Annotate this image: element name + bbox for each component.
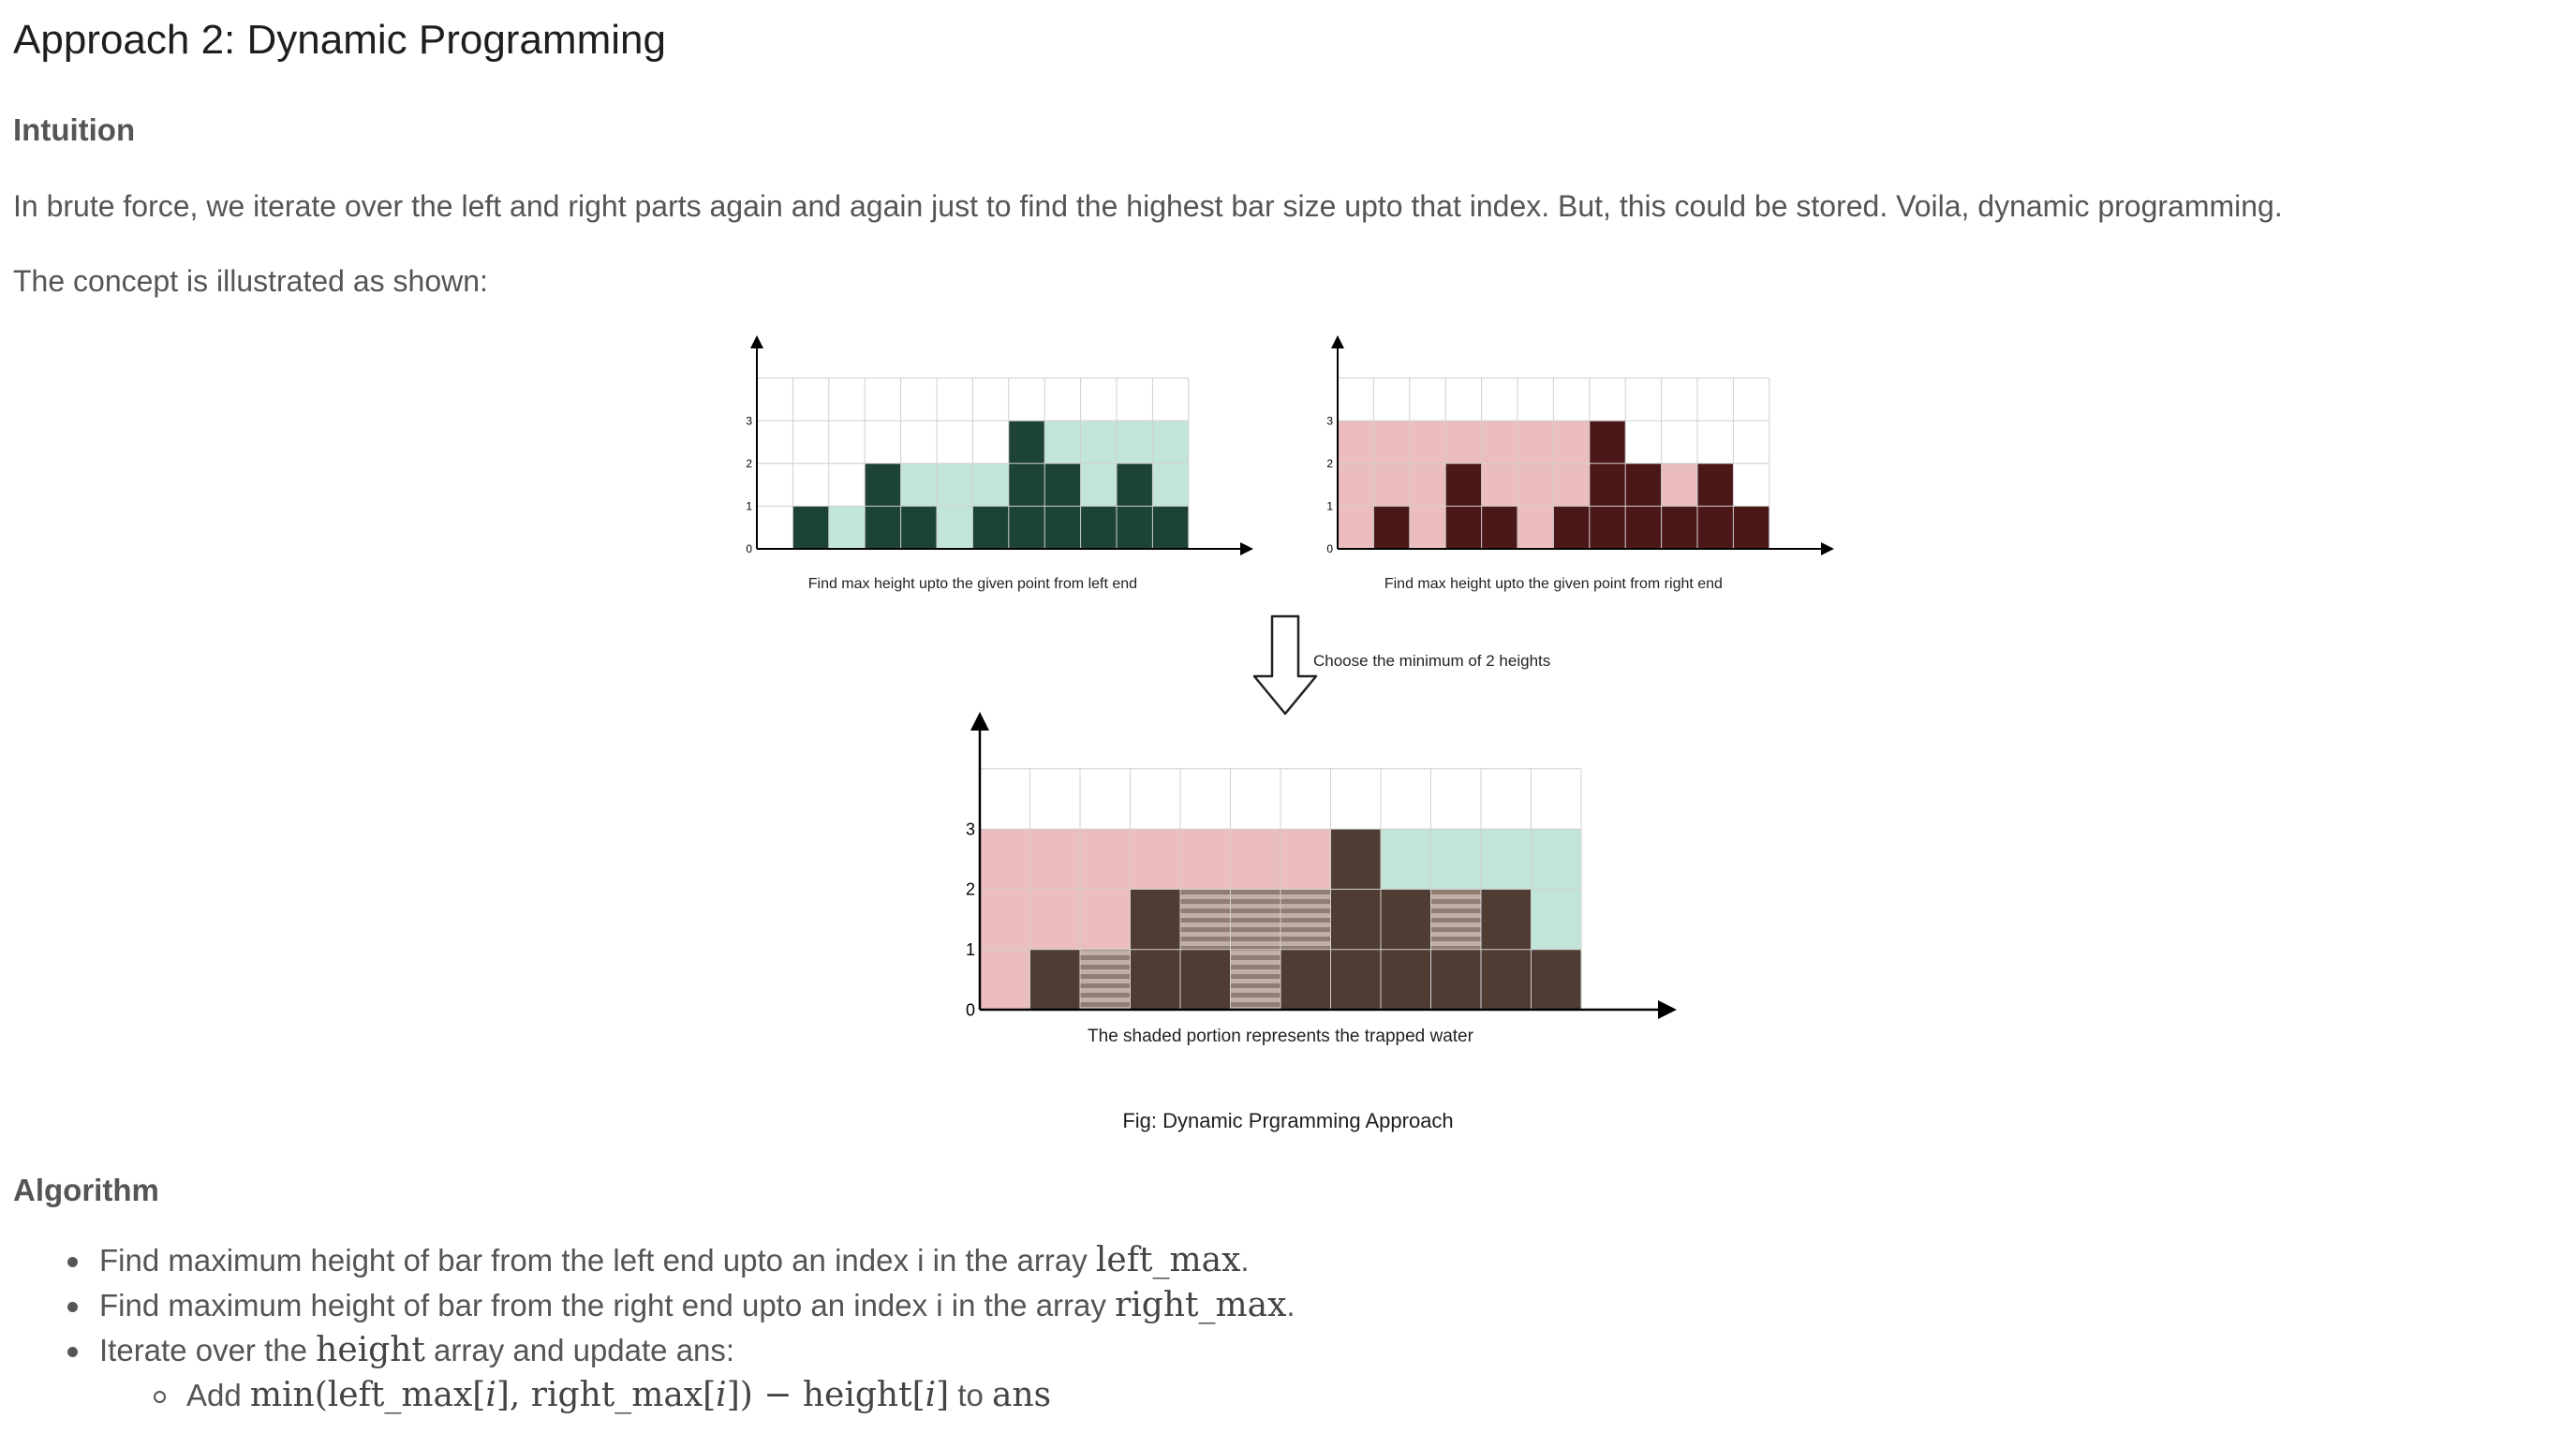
right-max-bar <box>1338 421 1374 549</box>
height-bar <box>900 506 937 549</box>
height-bar <box>972 506 1009 549</box>
height-bar <box>1080 506 1117 549</box>
chart-caption: Find max height upto the given point fro… <box>808 576 1137 592</box>
down-arrow-icon <box>1252 614 1318 716</box>
height-bar <box>1330 829 1381 1010</box>
height-bar <box>1553 506 1590 549</box>
height-bar <box>1008 421 1045 549</box>
left-max-bar <box>1381 829 1431 890</box>
x-axis-arrow-icon <box>1821 542 1834 555</box>
height-bar <box>1029 949 1080 1010</box>
x-axis-arrow-icon <box>1240 542 1253 555</box>
right-max-chart: 0 1 2 3 Find max height upto the given point… <box>1326 335 1834 592</box>
left-max-bar <box>828 506 866 549</box>
right-max-bar <box>1409 421 1446 549</box>
water-bar <box>1281 889 1331 950</box>
left-max-bar <box>972 463 1009 507</box>
y-tick-label: 2 <box>746 457 752 470</box>
left-max-chart: 0 1 2 3 Find max height upto the given point… <box>746 335 1253 592</box>
figure-caption: Fig: Dynamic Prgramming Approach <box>1122 1109 1454 1132</box>
dp-figure: 0 1 2 3 Find max height upto the given point… <box>746 335 1834 1046</box>
left-max-bar <box>1044 421 1081 464</box>
height-bar <box>792 506 829 549</box>
illustrated-text: The concept is illustrated as shown: <box>13 264 488 298</box>
left-max-bar <box>1481 829 1532 890</box>
arrow-label: Choose the minimum of 2 heights <box>1313 652 1550 670</box>
math-formula: min(left_max[i], right_max[i]) − height[… <box>249 1376 950 1414</box>
right-max-bar <box>980 829 1030 1010</box>
math-var: left_max <box>1095 1241 1241 1279</box>
height-bar <box>1180 949 1231 1010</box>
y-tick-label: 3 <box>746 414 752 427</box>
height-bar <box>1152 506 1189 549</box>
math-var: right_max <box>1115 1286 1287 1324</box>
height-bar <box>1733 506 1769 549</box>
right-max-bar <box>1661 463 1697 507</box>
y-tick-label: 1 <box>966 940 975 959</box>
algorithm-heading: Algorithm <box>13 1173 159 1207</box>
height-bar <box>1281 949 1331 1010</box>
list-item: Find maximum height of bar from the righ… <box>13 1283 1295 1328</box>
y-tick-label: 3 <box>966 820 975 838</box>
chart-caption: Find max height upto the given point fro… <box>1384 576 1723 592</box>
right-max-bar <box>1130 829 1180 890</box>
y-axis-arrow-icon <box>970 712 989 731</box>
section-title: Approach 2: Dynamic Programming <box>13 17 666 63</box>
y-tick-label: 1 <box>746 500 752 513</box>
y-tick-label: 2 <box>1326 457 1333 470</box>
height-bar <box>1373 506 1410 549</box>
y-tick-label: 0 <box>966 1000 975 1019</box>
height-bar <box>1661 506 1697 549</box>
list-item: Iterate over the height array and update… <box>13 1328 1295 1373</box>
intuition-text: In brute force, we iterate over the left… <box>13 189 2283 223</box>
y-tick-label: 0 <box>1326 542 1333 555</box>
water-bar <box>1430 889 1481 950</box>
y-tick-label: 3 <box>1326 414 1333 427</box>
x-axis-arrow-icon <box>1658 1000 1677 1019</box>
math-var: height <box>316 1331 425 1369</box>
list-item: Find maximum height of bar from the left… <box>13 1238 1295 1283</box>
water-bar <box>1080 949 1131 1010</box>
sub-list-item: Add min(left_max[i], right_max[i]) − hei… <box>13 1373 1295 1418</box>
water-bar <box>1180 889 1231 950</box>
algorithm-list: Find maximum height of bar from the left… <box>13 1238 1295 1418</box>
right-max-bar <box>1445 421 1482 464</box>
y-tick-label: 2 <box>966 880 975 899</box>
right-max-bar <box>1517 421 1554 549</box>
height-bar <box>1531 949 1581 1010</box>
height-bar <box>1430 949 1481 1010</box>
left-max-bar <box>1117 421 1153 464</box>
height-bar <box>1589 421 1626 549</box>
y-axis-arrow-icon <box>1331 335 1344 348</box>
chart-caption: The shaded portion represents the trappe… <box>1088 1027 1474 1046</box>
intuition-heading: Intuition <box>13 112 136 147</box>
trapped-water-chart: 0 1 2 3 The shaded portion represents the tr… <box>966 712 1677 1046</box>
y-tick-label: 0 <box>746 542 752 555</box>
y-tick-label: 1 <box>1326 500 1333 513</box>
height-bar <box>1481 506 1517 549</box>
left-max-bar <box>900 463 937 507</box>
y-axis-arrow-icon <box>750 335 763 348</box>
